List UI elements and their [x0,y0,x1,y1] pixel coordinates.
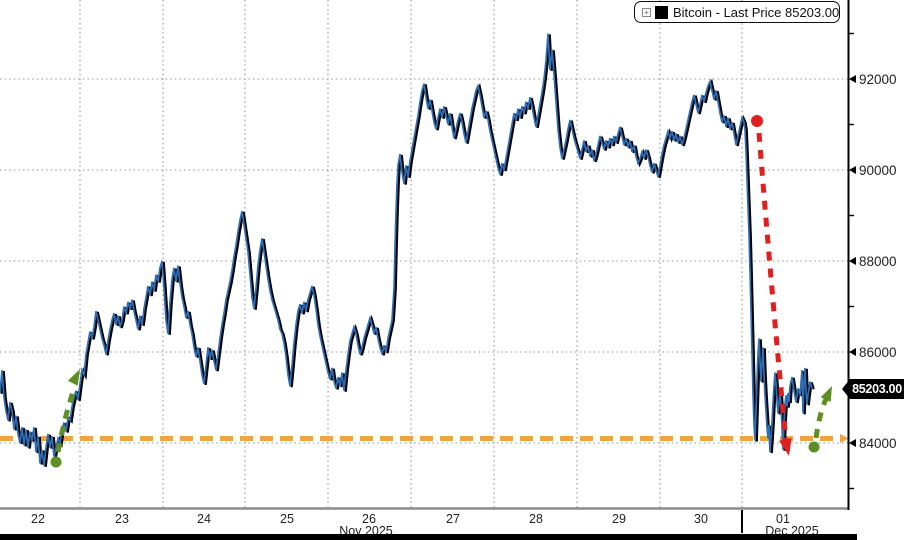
x-axis-day-label: 27 [446,512,460,526]
x-axis-day-label: 01 [776,512,790,526]
last-price-tag: 85203.00 [842,379,904,399]
y-tick-arrow-icon [849,257,856,265]
y-tick-arrow-icon [849,75,856,83]
price-tag-pointer-icon [842,379,850,399]
x-axis-day-label: 22 [31,512,45,526]
y-axis-label-88000: 88000 [849,253,897,269]
legend-series-swatch [655,5,668,19]
bottom-black-bar [0,534,857,540]
support-line-arrow-icon [840,434,849,443]
y-axis-value: 84000 [859,435,897,451]
y-tick-arrow-icon [849,439,856,447]
price-tag-value: 85203.00 [850,379,904,399]
legend-series-label: Bitcoin - Last Price 85203.00 [673,4,840,20]
x-axis-day-label: 24 [197,512,211,526]
y-axis-value: 88000 [859,253,897,269]
green-up-arrow-right-dot [808,441,820,453]
green-up-arrow-left [55,388,77,453]
y-axis-label-92000: 92000 [849,71,897,87]
y-axis-value: 90000 [859,162,897,178]
red-down-arrow [756,132,789,442]
green-up-arrow-right-head [820,386,832,402]
legend-expander-icon[interactable]: + [642,7,651,17]
green-up-arrow-left-dot [50,456,62,468]
y-axis-value: 86000 [859,344,897,360]
x-axis-day-label: 30 [694,512,708,526]
x-axis-day-label: 28 [529,512,543,526]
y-axis-label-84000: 84000 [849,435,897,451]
red-down-arrow-dot [751,115,763,127]
y-axis-value: 92000 [859,71,897,87]
y-tick-arrow-icon [849,166,856,174]
price-line [0,33,813,466]
legend-box[interactable]: + Bitcoin - Last Price 85203.00 [634,1,840,23]
x-axis-day-label: 23 [115,512,129,526]
y-tick-arrow-icon [849,348,856,356]
x-axis-day-label: 26 [362,512,376,526]
price-line-shadow [0,34,815,467]
x-axis-day-label: 25 [280,512,294,526]
x-axis-day-label: 29 [612,512,626,526]
red-down-arrow-head [779,438,792,456]
y-axis-label-90000: 90000 [849,162,897,178]
y-axis-label-86000: 86000 [849,344,897,360]
green-up-arrow-right [813,397,829,439]
green-up-arrow-left-head [67,369,80,386]
